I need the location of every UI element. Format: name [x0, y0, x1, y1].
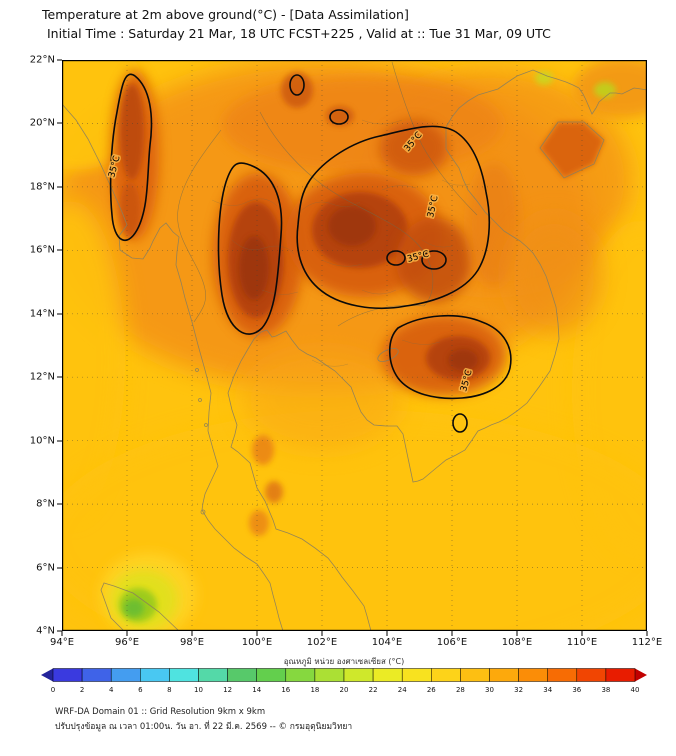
lat-tick-label: 18°N	[29, 181, 55, 193]
lon-tick-mark	[646, 631, 648, 636]
page-subtitle: Initial Time : Saturday 21 Mar, 18 UTC F…	[47, 25, 551, 41]
coastlines	[61, 69, 648, 632]
footer-domain-info: WRF-DA Domain 01 :: Grid Resolution 9km …	[55, 707, 266, 717]
lat-tick-label: 20°N	[29, 117, 55, 129]
lon-tick-mark	[451, 631, 453, 636]
lon-tick-label: 104°E	[371, 637, 403, 648]
colorbar-tick-label: 20	[340, 686, 349, 694]
colorbar-segment	[227, 668, 257, 682]
colorbar-segment	[372, 668, 403, 682]
colorbar-tick-label: 22	[369, 686, 378, 694]
map-frame	[62, 60, 647, 631]
colorbar-over-arrow	[635, 668, 647, 682]
lon-tick-mark	[581, 631, 583, 636]
colorbar-tick-label: 2	[80, 686, 84, 694]
temperature-field	[62, 60, 647, 631]
footer: WRF-DA Domain 01 :: Grid Resolution 9km …	[55, 705, 352, 736]
colorbar-segment	[576, 668, 607, 682]
lat-tick-label: 12°N	[29, 371, 55, 383]
colorbar-tick-label: 36	[572, 686, 581, 694]
colorbar-tick-label: 16	[281, 686, 290, 694]
lon-tick-label: 106°E	[436, 637, 468, 648]
lon-tick-label: 100°E	[241, 637, 273, 648]
colorbar-tick-label: 8	[167, 686, 171, 694]
lon-tick-mark	[256, 631, 258, 636]
lon-tick-mark	[386, 631, 388, 636]
colorbar-tick-label: 26	[427, 686, 436, 694]
lon-tick-label: 110°E	[566, 637, 598, 648]
colorbar-segment	[81, 668, 112, 682]
colorbar-segment	[110, 668, 141, 682]
colorbar: 0 2 4 6 8 10 12 14 16 18 20 22 24 26 28 30 32 34 36 38 40	[41, 668, 647, 694]
colorbar-tick-label: 40	[631, 686, 640, 694]
map-area: 35°C 35°C 35°C 35°C 35°C	[61, 60, 648, 632]
lat-tick-label: 8°N	[36, 498, 55, 510]
colorbar-tick-label: 4	[109, 686, 114, 694]
colorbar-segment	[285, 668, 316, 682]
colorbar-tick-label: 14	[252, 686, 261, 694]
lat-tick-label: 6°N	[36, 562, 55, 574]
colorbar-segment	[198, 668, 228, 682]
colorbar-tick-label: 34	[543, 686, 552, 694]
colorbar-segment	[140, 668, 170, 682]
lon-tick-mark	[191, 631, 193, 636]
colorbar-tick-label: 12	[223, 686, 232, 694]
colorbar-segment	[169, 668, 199, 682]
lon-tick-mark	[126, 631, 128, 636]
footer-update-info: ปรับปรุงข้อมูล ณ เวลา 01:00น. วัน อา. ที…	[55, 722, 353, 733]
lat-tick-label: 4°N	[36, 625, 55, 637]
colorbar-tick-label: 0	[51, 686, 55, 694]
colorbar-segment	[460, 668, 490, 682]
colorbar-under-arrow	[41, 668, 53, 682]
colorbar-segment	[343, 668, 374, 682]
contour-35c	[109, 73, 512, 433]
lon-tick-mark	[61, 631, 63, 636]
colorbar-tick-label: 28	[456, 686, 465, 694]
colorbar-tick-label: 10	[194, 686, 203, 694]
lat-tick-label: 22°N	[29, 54, 55, 66]
lon-tick-label: 102°E	[306, 637, 338, 648]
lon-tick-label: 96°E	[114, 637, 140, 648]
lat-tick-label: 16°N	[29, 244, 55, 256]
lon-tick-mark	[321, 631, 323, 636]
lon-tick-label: 94°E	[49, 637, 75, 648]
colorbar-tick-label: 18	[310, 686, 319, 694]
colorbar-segment	[431, 668, 461, 682]
colorbar-segment	[547, 668, 578, 682]
lon-tick-label: 108°E	[501, 637, 533, 648]
colorbar-segment	[489, 668, 519, 682]
colorbar-tick-label: 6	[138, 686, 143, 694]
lon-tick-label: 98°E	[179, 637, 205, 648]
colorbar-tick-label: 32	[514, 686, 523, 694]
colorbar-segment	[314, 668, 345, 682]
colorbar-tick-label: 24	[398, 686, 407, 694]
colorbar-segment	[518, 668, 548, 682]
header: Temperature at 2m above ground(°C) - [Da…	[42, 6, 551, 44]
colorbar-tick-label: 30	[485, 686, 494, 694]
grid-lines	[62, 60, 647, 631]
colorbar-tick-label: 38	[601, 686, 610, 694]
lon-tick-mark	[516, 631, 518, 636]
lat-tick-label: 14°N	[29, 308, 55, 320]
colorbar-segment	[605, 668, 636, 682]
colorbar-segment	[256, 668, 287, 682]
colorbar-segment	[401, 668, 432, 682]
lon-tick-label: 112°E	[631, 637, 663, 648]
page-title: Temperature at 2m above ground(°C) - [Da…	[42, 7, 409, 22]
colorbar-title: อุณหภูมิ หน่วย องศาเซลเซียส (°C)	[283, 657, 405, 666]
map-canvas: 35°C 35°C 35°C 35°C 35°C	[61, 60, 648, 632]
lat-tick-label: 10°N	[29, 435, 55, 447]
colorbar-segment	[52, 668, 83, 682]
province-borders	[211, 119, 471, 367]
